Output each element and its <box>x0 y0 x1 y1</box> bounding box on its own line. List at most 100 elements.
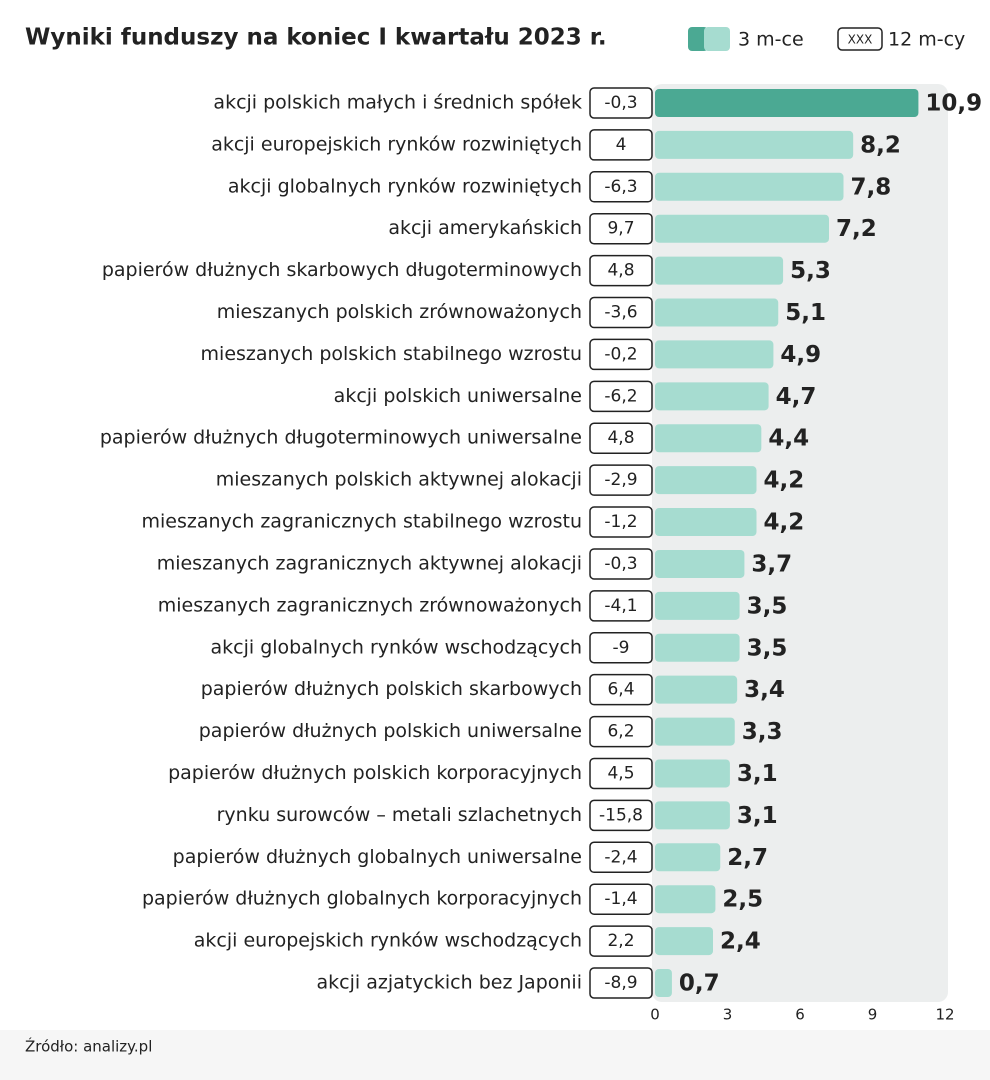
category-label: papierów dłużnych polskich skarbowych <box>201 678 582 700</box>
annual-box <box>589 673 653 706</box>
value-label: 8,2 <box>860 132 901 158</box>
legend-swatch-light <box>704 27 730 51</box>
annual-value: 6,4 <box>607 680 634 700</box>
category-label: papierów dłużnych polskich korporacyjnyc… <box>168 762 582 784</box>
chart-title: Wyniki funduszy na koniec I kwartału 202… <box>25 25 607 51</box>
annual-value: -8,9 <box>604 973 637 993</box>
annual-box <box>589 632 653 664</box>
value-label: 4,7 <box>776 384 817 410</box>
category-label: rynku surowców – metali szlachetnych <box>217 804 582 826</box>
category-label: papierów dłużnych globalnych uniwersalne <box>173 846 582 868</box>
value-label: 2,4 <box>720 929 761 955</box>
bar <box>655 801 730 830</box>
annual-value: 6,2 <box>607 722 634 742</box>
annual-box <box>589 422 653 454</box>
value-label: 2,7 <box>727 845 768 871</box>
annual-box <box>589 254 653 287</box>
annual-box <box>589 799 653 832</box>
annual-box <box>589 87 653 119</box>
source: Źródło: analizy.pl <box>25 1037 152 1056</box>
category-label: mieszanych polskich aktywnej alokacji <box>216 469 582 491</box>
value-label: 0,7 <box>679 971 720 997</box>
value-label: 2,5 <box>722 887 763 913</box>
legend-box <box>837 27 883 51</box>
bar <box>655 969 672 997</box>
value-label: 7,8 <box>851 174 892 200</box>
category-label: mieszanych zagranicznych aktywnej alokac… <box>157 552 582 574</box>
legend-swatch-dark <box>688 27 708 51</box>
annual-value: -15,8 <box>599 805 643 825</box>
annual-value: -9 <box>613 638 630 658</box>
value-label: 4,9 <box>780 342 821 368</box>
annual-box <box>589 883 653 915</box>
bar <box>655 424 762 453</box>
x-tick-label: 9 <box>868 1006 878 1024</box>
category-label: papierów dłużnych globalnych korporacyjn… <box>142 888 582 910</box>
x-tick-label: 6 <box>795 1006 805 1024</box>
value-label: 3,4 <box>744 677 785 703</box>
legend-box-text: XXX <box>848 33 873 47</box>
category-label: papierów dłużnych długoterminowych uniwe… <box>100 427 582 449</box>
annual-value: 4,8 <box>607 261 634 281</box>
bar <box>655 717 735 746</box>
bar <box>655 633 740 662</box>
value-label: 3,1 <box>737 761 778 787</box>
category-label: mieszanych zagranicznych stabilnego wzro… <box>142 511 582 533</box>
bar <box>655 843 721 872</box>
category-label: akcji azjatyckich bez Japonii <box>317 972 582 994</box>
category-label: akcji globalnych rynków wschodzących <box>211 636 582 658</box>
annual-box <box>589 506 653 538</box>
annual-box <box>589 338 653 371</box>
legend-label: 12 m-cy <box>888 29 965 51</box>
annual-value: -3,6 <box>604 303 637 323</box>
annual-box <box>589 380 653 413</box>
annual-box <box>589 464 653 496</box>
annual-value: -2,9 <box>604 470 637 490</box>
annual-box <box>589 715 653 748</box>
bar <box>655 382 769 411</box>
annual-value: -0,2 <box>604 344 637 364</box>
bar <box>655 759 730 788</box>
annual-value: -1,2 <box>604 512 637 532</box>
bar <box>655 172 844 201</box>
bar <box>655 508 757 537</box>
bar <box>655 340 774 369</box>
annual-box <box>589 548 653 580</box>
value-label: 7,2 <box>836 216 877 242</box>
bar <box>655 549 745 578</box>
annual-value: -6,3 <box>604 177 637 197</box>
annual-value: -2,4 <box>604 847 637 867</box>
category-label: mieszanych polskich stabilnego wzrostu <box>201 343 582 365</box>
annual-box <box>589 212 653 245</box>
annual-box <box>589 129 653 161</box>
x-tick-label: 3 <box>723 1006 733 1024</box>
bar <box>655 298 779 327</box>
annual-box <box>589 841 653 874</box>
value-label: 3,3 <box>742 719 783 745</box>
value-label: 10,9 <box>925 91 982 117</box>
annual-value: 4,5 <box>607 763 634 783</box>
bar <box>655 130 854 159</box>
bar <box>655 89 919 117</box>
bar <box>655 591 740 620</box>
category-label: akcji europejskich rynków rozwiniętych <box>211 133 582 155</box>
annual-value: -0,3 <box>604 93 637 113</box>
annual-value: -1,4 <box>604 889 637 909</box>
annual-box <box>589 296 653 329</box>
bar <box>655 214 829 243</box>
category-label: akcji amerykańskich <box>388 217 582 239</box>
value-label: 4,2 <box>764 468 805 494</box>
bar <box>655 466 757 495</box>
value-label: 4,2 <box>764 510 805 536</box>
value-label: 5,3 <box>790 258 831 284</box>
category-label: akcji polskich małych i średnich spółek <box>213 92 582 114</box>
annual-value: 4 <box>616 135 627 155</box>
category-label: mieszanych polskich zrównoważonych <box>217 301 582 323</box>
legend-label: 3 m-ce <box>738 29 804 51</box>
value-label: 3,7 <box>751 551 792 577</box>
annual-value: -6,2 <box>604 386 637 406</box>
value-label: 5,1 <box>785 300 826 326</box>
bar <box>655 675 738 704</box>
annual-box <box>589 967 653 999</box>
